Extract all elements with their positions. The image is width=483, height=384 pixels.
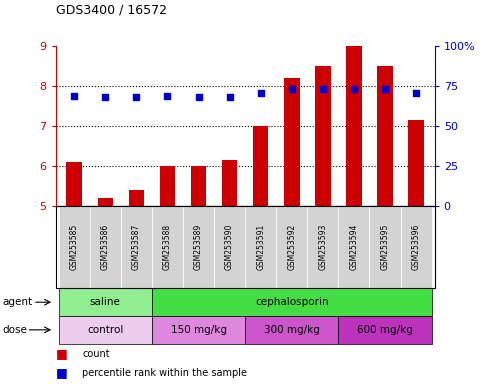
Point [101,94,109,100]
Text: GSM253586: GSM253586 [101,224,110,270]
Bar [315,66,330,384]
Text: GSM253588: GSM253588 [163,224,172,270]
Text: 150 mg/kg: 150 mg/kg [170,325,227,335]
Point [319,86,327,92]
Text: GSM253596: GSM253596 [412,224,421,270]
Text: GSM253592: GSM253592 [287,224,296,270]
Text: count: count [82,349,110,359]
Bar [284,78,299,384]
Text: GSM253585: GSM253585 [70,224,79,270]
Text: saline: saline [90,297,121,307]
Point [226,94,233,100]
Point [412,90,420,96]
Point [381,86,389,92]
Text: percentile rank within the sample: percentile rank within the sample [82,368,247,378]
Text: GSM253589: GSM253589 [194,224,203,270]
Text: agent: agent [2,297,32,307]
Text: ■: ■ [56,366,67,379]
Point [350,86,358,92]
Bar [253,126,269,384]
Text: GSM253590: GSM253590 [225,224,234,270]
Text: 300 mg/kg: 300 mg/kg [264,325,320,335]
Point [71,93,78,99]
Text: GSM253595: GSM253595 [381,224,389,270]
Point [132,94,140,100]
Bar [377,66,393,384]
Bar [160,166,175,384]
Point [288,86,296,92]
Text: GDS3400 / 16572: GDS3400 / 16572 [56,4,167,17]
Bar [346,46,362,384]
Point [164,93,171,99]
Bar [222,160,237,384]
Point [195,94,202,100]
Bar [128,190,144,384]
Text: 600 mg/kg: 600 mg/kg [357,325,413,335]
Text: ■: ■ [56,347,67,360]
Text: control: control [87,325,124,335]
Text: cephalosporin: cephalosporin [255,297,328,307]
Point [257,90,265,96]
Text: GSM253587: GSM253587 [132,224,141,270]
Bar [67,162,82,384]
Bar [191,166,206,384]
Bar [98,198,113,384]
Bar [408,120,424,384]
Text: GSM253594: GSM253594 [349,224,358,270]
Text: GSM253591: GSM253591 [256,224,265,270]
Text: GSM253593: GSM253593 [318,224,327,270]
Text: dose: dose [2,325,28,335]
